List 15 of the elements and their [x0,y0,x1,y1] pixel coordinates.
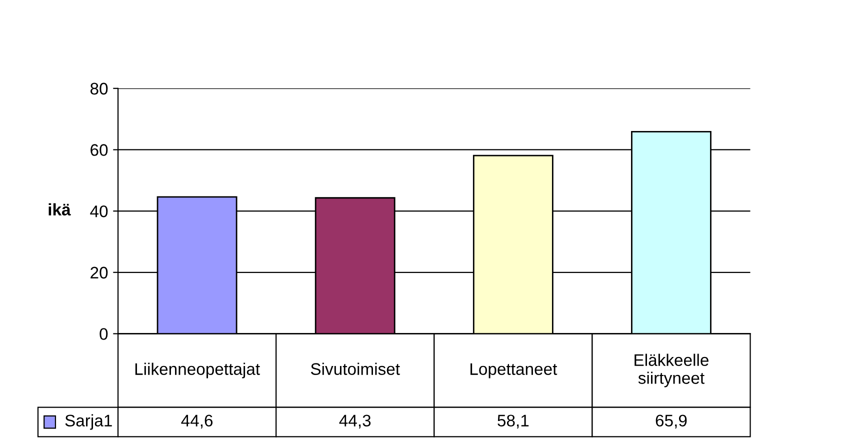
y-tick-label: 80 [90,82,108,95]
data-label: 44,6 [181,414,213,428]
data-label: 58,1 [498,414,529,428]
y-tick-label: 40 [90,205,108,218]
x-tick-label: Liikenneopettajat [135,362,260,378]
x-tick-label: Sivutoimiset [310,362,400,375]
y-axis-title: ikä [48,203,71,216]
y-tick-label: 0 [100,328,108,340]
y-tick-label: 20 [90,266,108,279]
data-label: 44,3 [339,414,371,428]
x-tick-label: Eläkkeelle siirtyneet [634,354,708,388]
x-tick-label: Lopettaneet [470,363,558,378]
data-label: 65,9 [656,414,687,428]
legend-label: Sarja1 [65,414,112,430]
y-tick-label: 60 [90,144,108,156]
